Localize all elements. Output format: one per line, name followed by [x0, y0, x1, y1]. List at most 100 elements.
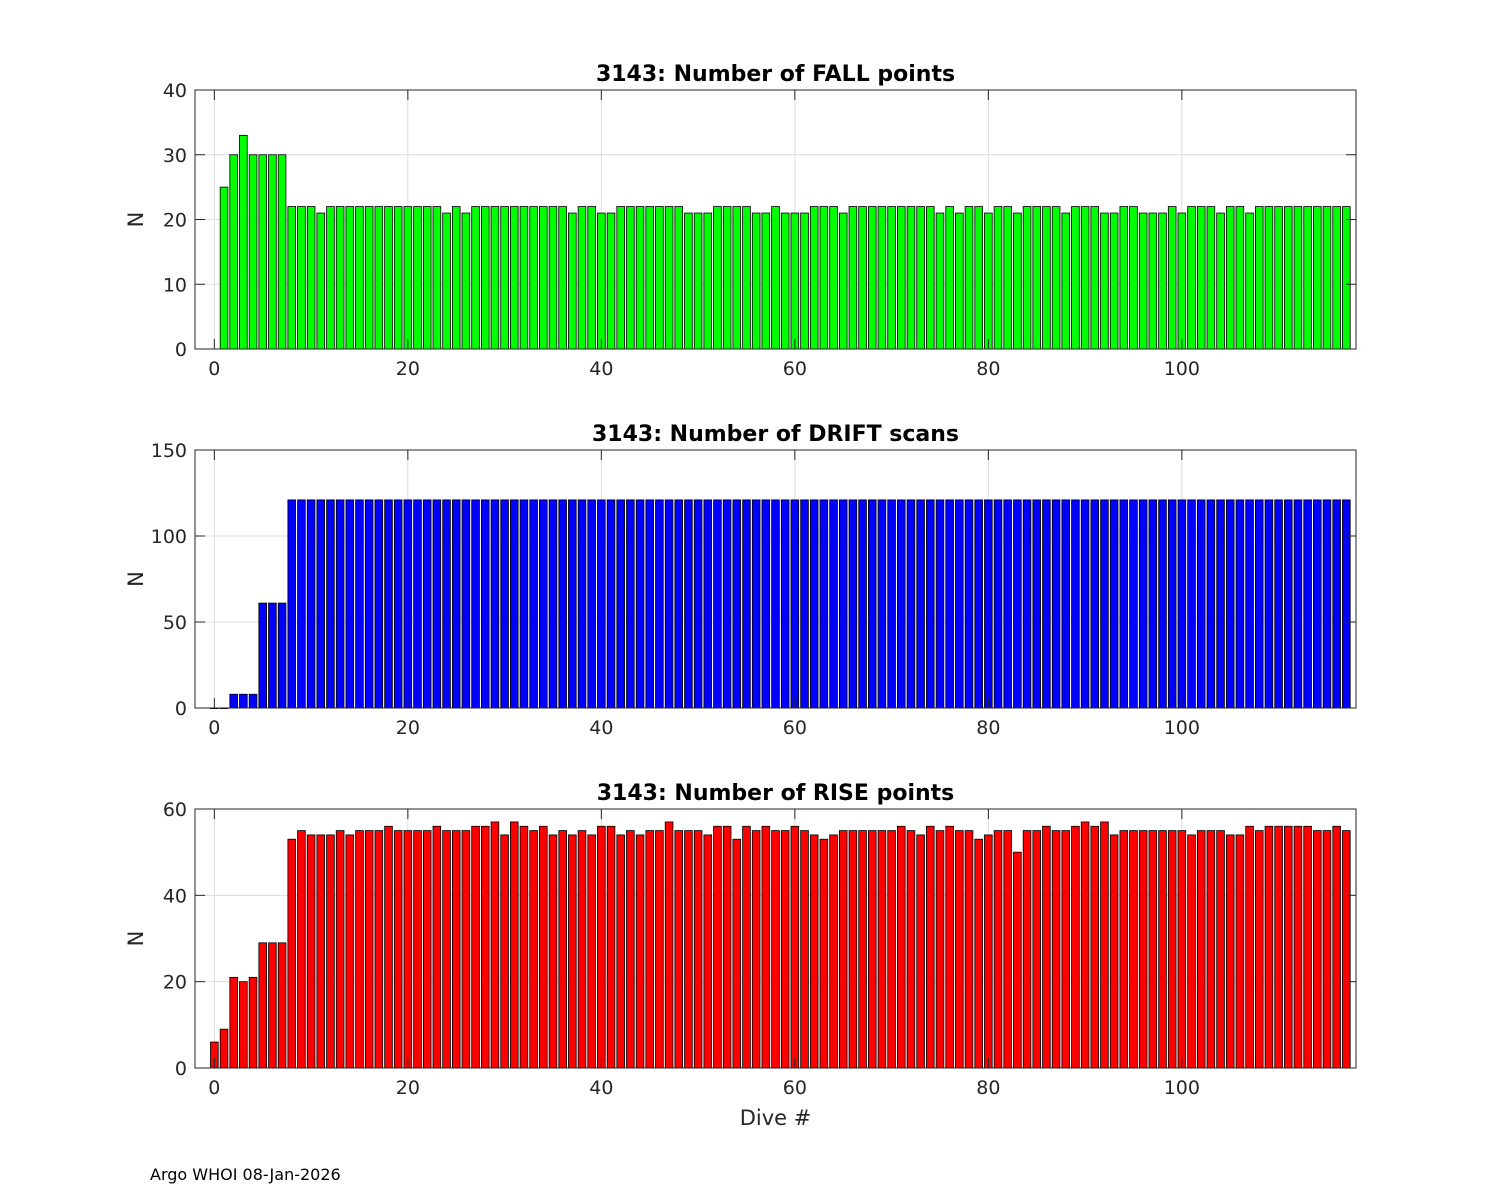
bar [548, 206, 558, 350]
bars [219, 134, 1351, 350]
bar [616, 206, 625, 350]
bar [935, 212, 945, 350]
bar [558, 206, 567, 350]
bar [664, 499, 674, 709]
bar [1206, 206, 1216, 350]
bar [335, 499, 345, 709]
bar [1042, 206, 1051, 350]
bar [635, 206, 645, 350]
y-tick-label: 60 [163, 799, 187, 821]
bar [510, 821, 519, 1069]
bar [1177, 499, 1187, 709]
bar [248, 693, 258, 709]
bar [1119, 499, 1129, 709]
bar [955, 499, 964, 709]
x-tick-label: 60 [783, 717, 807, 739]
bar [1235, 206, 1245, 350]
y-tick-label: 40 [163, 885, 187, 907]
bar [1216, 830, 1225, 1069]
bar [1196, 499, 1206, 709]
bar [1071, 825, 1080, 1069]
bar [548, 834, 558, 1069]
bar [771, 206, 780, 350]
bar [1032, 830, 1041, 1069]
bar [713, 499, 722, 709]
bar [587, 499, 596, 709]
bar [577, 499, 587, 709]
bar [568, 834, 577, 1069]
bar [858, 499, 867, 709]
bar [355, 830, 364, 1069]
bar [945, 206, 954, 350]
bar [829, 499, 838, 709]
bar [413, 830, 422, 1069]
bar [655, 499, 664, 709]
bar [1109, 499, 1119, 709]
bar [1322, 206, 1332, 350]
y-axis-label: N [124, 571, 148, 587]
bar [277, 602, 287, 709]
bar [490, 499, 500, 709]
ticks [195, 808, 1356, 1069]
x-tick-label: 60 [783, 358, 807, 380]
bar [539, 499, 548, 709]
bar [1158, 830, 1167, 1069]
bar [1138, 830, 1148, 1069]
bar [374, 830, 384, 1069]
bar [664, 821, 674, 1069]
bars [210, 499, 1351, 710]
bar [1332, 499, 1341, 709]
chart-title: 3143: Number of FALL points [596, 62, 955, 87]
bar [277, 942, 287, 1069]
bar [268, 154, 277, 350]
bar [364, 499, 374, 709]
bar [955, 212, 964, 350]
x-tick-label: 40 [589, 1077, 613, 1099]
bar [1274, 499, 1283, 709]
bar [780, 830, 790, 1069]
bar [1303, 825, 1312, 1069]
bar [829, 834, 838, 1069]
bar [780, 499, 790, 709]
bar [1177, 830, 1187, 1069]
bar [1293, 206, 1303, 350]
bar [1100, 212, 1109, 350]
bar [1313, 830, 1322, 1069]
bar [684, 499, 693, 709]
bar [926, 499, 935, 709]
bar [1100, 499, 1109, 709]
bar [297, 830, 306, 1069]
bar [1216, 212, 1225, 350]
x-tick-label: 100 [1164, 1077, 1200, 1099]
bar [926, 825, 935, 1069]
bar [1119, 830, 1129, 1069]
bar [1187, 206, 1196, 350]
bar [993, 830, 1003, 1069]
bar [655, 830, 664, 1069]
bar [248, 976, 258, 1069]
bar [1313, 499, 1322, 709]
bar [916, 206, 925, 350]
bar [413, 206, 422, 350]
bar [829, 206, 838, 350]
bar [1013, 212, 1022, 350]
bar [393, 499, 403, 709]
bar [1090, 499, 1100, 709]
bar [1235, 834, 1245, 1069]
bar [1071, 206, 1080, 350]
bar [684, 212, 693, 350]
bar [1158, 499, 1167, 709]
bar [1022, 830, 1032, 1069]
bar [867, 830, 877, 1069]
bar [1332, 825, 1341, 1069]
bar [974, 499, 983, 709]
bar [848, 830, 858, 1069]
bar [364, 206, 374, 350]
bar [1138, 212, 1148, 350]
bar [635, 499, 645, 709]
bar [461, 499, 471, 709]
bar [568, 499, 577, 709]
bar [577, 830, 587, 1069]
bar [587, 206, 596, 350]
bar [500, 499, 509, 709]
